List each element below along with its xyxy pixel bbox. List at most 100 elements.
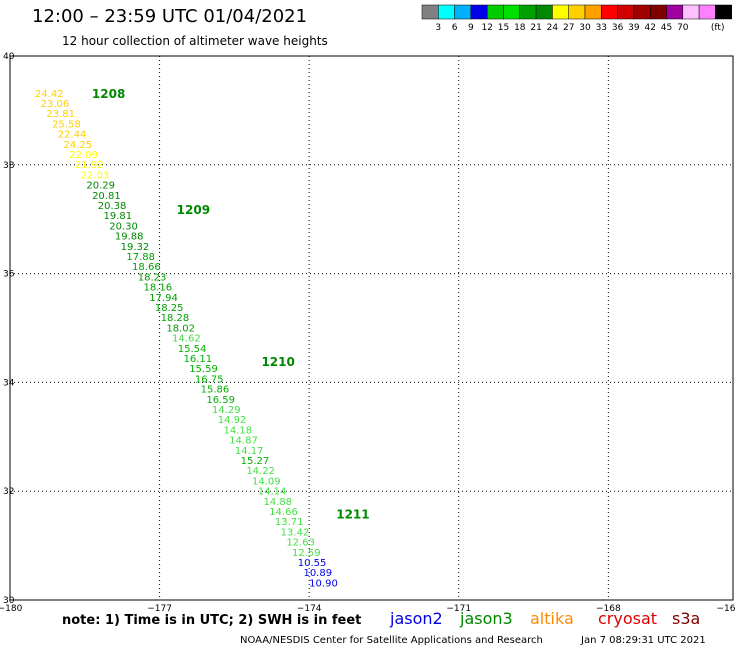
color-scale-swatch — [568, 4, 586, 20]
wave-height-value: 16.75 — [195, 374, 224, 385]
wave-height-value: 12.63 — [286, 538, 315, 549]
wave-height-value: 14.18 — [223, 425, 252, 436]
page-title: 12:00 – 23:59 UTC 01/04/2021 — [32, 6, 308, 27]
wave-height-value: 18.66 — [132, 262, 161, 273]
satellite-jason2: jason2 — [390, 609, 443, 628]
color-scale-label: 24 — [547, 23, 559, 33]
color-scale-label: 21 — [530, 23, 541, 33]
page-subtitle: 12 hour collection of altimeter wave hei… — [62, 34, 328, 48]
wave-height-value: 14.92 — [218, 415, 247, 426]
wave-height-value: 10.55 — [298, 558, 327, 569]
color-scale-swatch — [421, 4, 439, 20]
lat-label: 34 — [3, 378, 15, 388]
wave-height-value: 22.09 — [69, 150, 98, 161]
color-scale-label: 12 — [481, 23, 492, 33]
wave-height-value: 24.42 — [35, 89, 64, 100]
lat-label: 32 — [3, 487, 14, 497]
color-scale-swatch — [698, 4, 716, 20]
wave-height-value: 22.44 — [58, 130, 87, 141]
wave-height-value: 16.59 — [206, 395, 235, 406]
units-note: note: 1) Time is in UTC; 2) SWH is in fe… — [62, 613, 362, 628]
wave-height-value: 18.23 — [138, 272, 167, 283]
wave-height-value: 14.17 — [235, 446, 264, 457]
color-scale-swatch — [519, 4, 537, 20]
color-scale-label: 9 — [468, 23, 474, 33]
satellite-altika: altika — [530, 609, 574, 628]
lon-label: −171 — [446, 604, 471, 614]
wave-height-value: 18.02 — [166, 323, 195, 334]
wave-height-value: 14.62 — [172, 334, 201, 345]
color-scale-label: 42 — [644, 23, 655, 33]
wave-height-value: 17.88 — [126, 252, 155, 263]
satellite-s3a: s3a — [672, 609, 701, 628]
time-label: 1211 — [336, 507, 369, 521]
wave-height-value: 20.30 — [109, 221, 138, 232]
color-scale-swatch — [633, 4, 651, 20]
footer-agency: NOAA/NESDIS Center for Satellite Applica… — [240, 635, 543, 646]
wave-height-value: 19.81 — [103, 211, 132, 222]
color-scale-swatch — [438, 4, 455, 20]
satellite-cryosat: cryosat — [598, 609, 658, 628]
time-label: 1210 — [261, 355, 294, 369]
wave-height-value: 15.86 — [201, 385, 230, 396]
color-scale-swatch — [552, 4, 569, 20]
wave-height-value: 14.09 — [252, 476, 281, 487]
color-scale-swatch — [617, 4, 635, 20]
wave-height-value: 18.25 — [155, 303, 184, 314]
satellite-jason3: jason3 — [460, 609, 513, 628]
color-scale-label: 33 — [596, 23, 607, 33]
color-scale-label: 70 — [677, 23, 689, 33]
color-scale-swatch — [601, 4, 618, 20]
wave-height-value: 14.87 — [229, 436, 258, 447]
time-label: 1209 — [177, 203, 210, 217]
wave-height-value: 17.94 — [149, 293, 178, 304]
wave-height-value: 10.89 — [303, 568, 332, 579]
color-scale-label: (ft) — [711, 23, 725, 33]
wave-height-value: 14.22 — [246, 466, 275, 477]
color-scale-label: 15 — [498, 23, 509, 33]
wave-height-value: 23.81 — [46, 109, 75, 120]
color-scale-swatch — [454, 4, 472, 20]
color-scale-swatch — [535, 4, 553, 20]
wave-height-value: 23.06 — [41, 99, 70, 110]
wave-height-value: 20.29 — [86, 181, 115, 192]
color-scale-swatch — [682, 4, 700, 20]
color-scale-swatch — [666, 4, 684, 20]
wave-height-value: 20.81 — [92, 191, 121, 202]
lon-label: −168 — [596, 604, 621, 614]
lat-label: 30 — [3, 596, 15, 606]
wave-height-value: 20.38 — [98, 201, 127, 212]
wave-height-value: 18.16 — [143, 283, 172, 294]
wave-height-value: 18.28 — [161, 313, 190, 324]
footer-timestamp: Jan 7 08:29:31 UTC 2021 — [581, 635, 706, 646]
lon-label: −177 — [147, 604, 172, 614]
wave-height-value: 19.32 — [121, 242, 150, 253]
lat-label: 40 — [3, 52, 15, 62]
color-scale-label: 6 — [452, 23, 458, 33]
color-scale-label: 39 — [628, 23, 640, 33]
lat-label: 38 — [3, 161, 15, 171]
color-scale-swatch — [715, 4, 732, 20]
lon-label: −174 — [297, 604, 322, 614]
wave-height-value: 10.90 — [309, 578, 338, 589]
wave-height-value: 14.14 — [258, 487, 287, 498]
wave-height-value: 21.92 — [75, 160, 104, 171]
wave-height-value: 13.42 — [281, 527, 310, 538]
color-scale-swatch — [503, 4, 521, 20]
color-scale-label: 27 — [563, 23, 574, 33]
lon-label: −180 — [0, 604, 23, 614]
wave-height-value: 15.27 — [241, 456, 270, 467]
wave-height-value: 16.11 — [183, 354, 212, 365]
wave-height-value: 15.59 — [189, 364, 218, 375]
lon-label: −16 — [717, 604, 736, 614]
color-scale-swatch — [470, 4, 488, 20]
color-scale-swatch — [486, 4, 504, 20]
wave-height-value: 22.03 — [81, 170, 110, 181]
map-frame — [9, 55, 734, 601]
color-scale-label: 36 — [612, 23, 624, 33]
wave-height-value: 13.71 — [275, 517, 304, 528]
wave-height-value: 25.58 — [52, 119, 81, 130]
wave-height-value: 24.25 — [63, 140, 92, 151]
color-scale-label: 30 — [579, 23, 591, 33]
